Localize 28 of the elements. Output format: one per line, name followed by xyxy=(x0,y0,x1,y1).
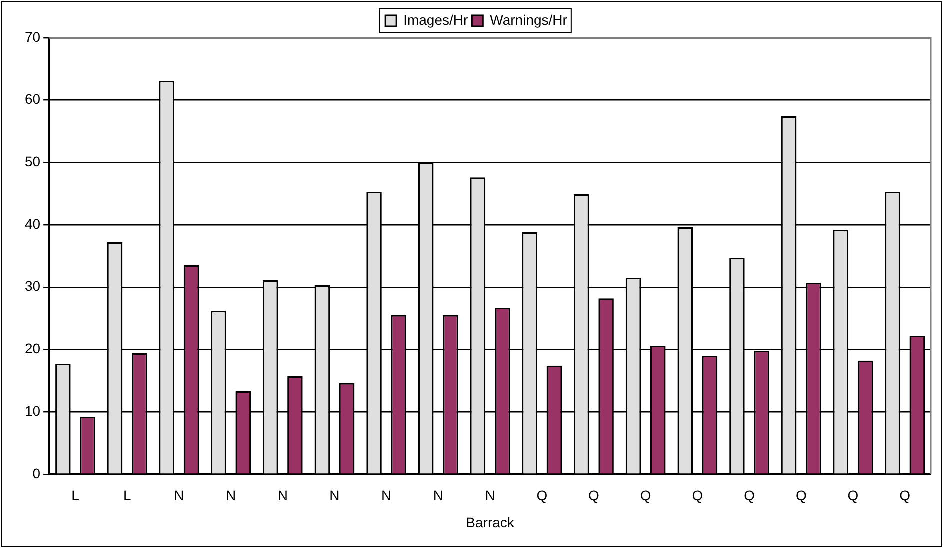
y-tick-label: 50 xyxy=(24,154,41,170)
x-tick-label: Q xyxy=(848,488,859,504)
y-tick-label: 70 xyxy=(24,28,41,45)
y-tick-label: 60 xyxy=(24,91,41,108)
x-tick-label: N xyxy=(433,488,444,504)
x-tick-label: Q xyxy=(796,488,807,504)
x-tick-label: N xyxy=(485,488,496,504)
x-tick-label: Q xyxy=(692,488,704,504)
x-axis-title: Barrack xyxy=(466,514,516,530)
x-tick-label: Q xyxy=(900,488,911,504)
y-tick-label: 0 xyxy=(32,465,41,482)
x-tick-label: L xyxy=(123,488,132,504)
x-tick-label: Q xyxy=(640,488,652,504)
x-tick-label: Q xyxy=(588,488,600,504)
y-tick-label: 30 xyxy=(24,278,41,294)
x-tick-label: N xyxy=(226,488,236,504)
x-tick-label: N xyxy=(330,488,340,504)
x-tick-label: N xyxy=(278,488,288,504)
x-tick-label: N xyxy=(382,488,392,504)
y-tick-label: 20 xyxy=(24,340,41,357)
x-tick-label: L xyxy=(72,488,80,504)
y-tick-label: 40 xyxy=(24,216,41,232)
x-tick-label: Q xyxy=(536,488,548,504)
x-tick-label: Q xyxy=(744,488,756,504)
legend-label: Warnings/Hr xyxy=(490,12,568,28)
y-tick-label: 10 xyxy=(24,402,41,419)
x-tick-label: N xyxy=(174,488,184,504)
legend-label: Images/Hr xyxy=(404,12,468,28)
